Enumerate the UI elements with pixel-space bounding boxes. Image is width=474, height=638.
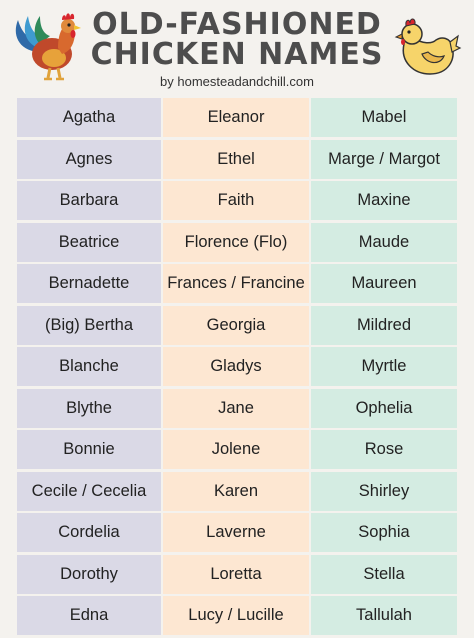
name-cell: Loretta [163,554,309,594]
name-cell: Shirley [311,471,457,511]
name-cell: Agnes [17,139,161,179]
name-cell: Barbara [17,181,161,220]
name-cell: Florence (Flo) [163,222,309,262]
name-cell: Rose [311,430,457,469]
page-title-line-2: CHICKEN NAMES [90,37,384,72]
hen-icon [394,18,462,75]
name-cell: Blanche [17,347,161,386]
header: OLD-FASHIONED CHICKEN NAMES by homestead… [0,0,474,96]
name-cell: Laverne [163,513,309,552]
name-cell: Cordelia [17,513,161,552]
name-cell: Bonnie [17,430,161,469]
name-cell: Dorothy [17,554,161,594]
name-cell: Blythe [17,388,161,428]
names-column-2: Eleanor Ethel Faith Florence (Flo) Frances /… [163,98,311,638]
name-cell: Bernadette [17,264,161,303]
name-cell: Jolene [163,430,309,469]
name-cell: Maureen [311,264,457,303]
rooster-icon [15,13,81,81]
names-table: Agatha Agnes Barbara Beatrice Bernadette (Big… [17,98,457,638]
name-cell: Georgia [163,305,309,345]
name-cell: Faith [163,181,309,220]
name-cell: Myrtle [311,347,457,386]
name-cell: Eleanor [163,98,309,137]
name-cell: Karen [163,471,309,511]
names-column-1: Agatha Agnes Barbara Beatrice Bernadette (Big… [17,98,163,638]
name-cell: Edna [17,596,161,635]
name-cell: Lucy / Lucille [163,596,309,635]
name-cell: Jane [163,388,309,428]
name-cell: Agatha [17,98,161,137]
name-cell: Tallulah [311,596,457,635]
name-cell: Mildred [311,305,457,345]
name-cell: Frances / Francine [163,264,309,303]
byline: by homesteadandchill.com [160,74,314,89]
name-cell: Cecile / Cecelia [17,471,161,511]
page-title-line-1: OLD-FASHIONED [92,7,382,42]
name-cell: Beatrice [17,222,161,262]
name-cell: Ethel [163,139,309,179]
name-cell: Sophia [311,513,457,552]
name-cell: Ophelia [311,388,457,428]
names-column-3: Mabel Marge / Margot Maxine Maude Maureen Mil… [311,98,457,638]
name-cell: (Big) Bertha [17,305,161,345]
name-cell: Maxine [311,181,457,220]
name-cell: Mabel [311,98,457,137]
name-cell: Maude [311,222,457,262]
name-cell: Gladys [163,347,309,386]
name-cell: Marge / Margot [311,139,457,179]
name-cell: Stella [311,554,457,594]
